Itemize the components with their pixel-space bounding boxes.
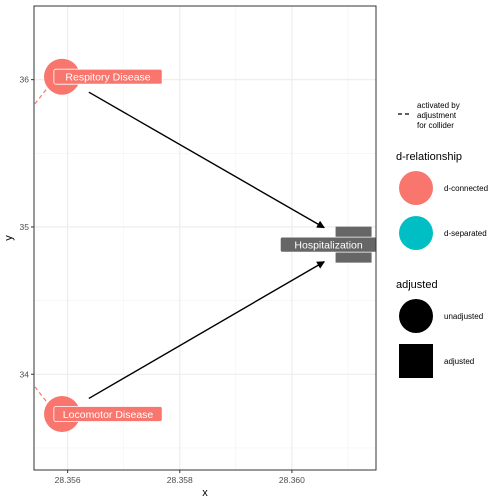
- legend-key-d-separated: [399, 216, 433, 250]
- legend-title-adjusted: adjusted: [396, 279, 438, 291]
- collider-label-line-3: for collider: [417, 121, 454, 130]
- legend-label-d-separated: d-separated: [444, 229, 487, 238]
- panel-border: [33, 5, 377, 471]
- x-tick-label: 28.358: [167, 475, 193, 485]
- collider-edges: [34, 89, 47, 402]
- y-tick-label: 35: [20, 222, 30, 232]
- legend-title-d-relationship: d-relationship: [396, 151, 462, 163]
- x-axis-title: x: [202, 487, 208, 499]
- legend-key-d-connected: [399, 171, 433, 205]
- legend-collider: activated by adjustment for collider: [398, 101, 460, 130]
- edges: [88, 91, 326, 400]
- legend-key-adjusted: [399, 344, 433, 378]
- x-axis-ticks: 28.356 28.358 28.360: [55, 470, 305, 485]
- legend: activated by adjustment for collider d-r…: [396, 101, 488, 378]
- legend-label-adjusted: adjusted: [444, 357, 474, 366]
- y-tick-label: 36: [20, 75, 30, 85]
- node-hosp-label-box: [279, 236, 378, 253]
- x-tick-label: 28.356: [55, 475, 81, 485]
- collider-edge: [34, 89, 47, 105]
- node-loco-label: Locomotor Disease: [63, 409, 154, 421]
- collider-label-line-2: adjustment: [417, 111, 457, 120]
- nodes: Respitory Disease Locomotor Disease Hospit…: [44, 58, 378, 433]
- edge-resp-to-hosp: [88, 91, 325, 229]
- y-axis-title: y: [3, 235, 15, 241]
- y-tick-label: 34: [20, 369, 30, 379]
- node-hosp-label: Hospitalization: [294, 239, 362, 251]
- node-loco-label-box: [53, 406, 163, 422]
- legend-label-d-connected: d-connected: [444, 184, 488, 193]
- collider-label-line-1: activated by: [417, 101, 460, 110]
- y-axis-ticks: 34 35 36: [20, 75, 34, 379]
- node-resp-label: Respitory Disease: [65, 72, 150, 84]
- edge-loco-to-hosp: [88, 261, 326, 400]
- legend-key-unadjusted: [399, 299, 433, 333]
- node-resp-label-box: [53, 68, 163, 85]
- x-tick-label: 28.360: [279, 475, 305, 485]
- legend-label-unadjusted: unadjusted: [444, 312, 483, 321]
- collider-edge: [34, 386, 47, 402]
